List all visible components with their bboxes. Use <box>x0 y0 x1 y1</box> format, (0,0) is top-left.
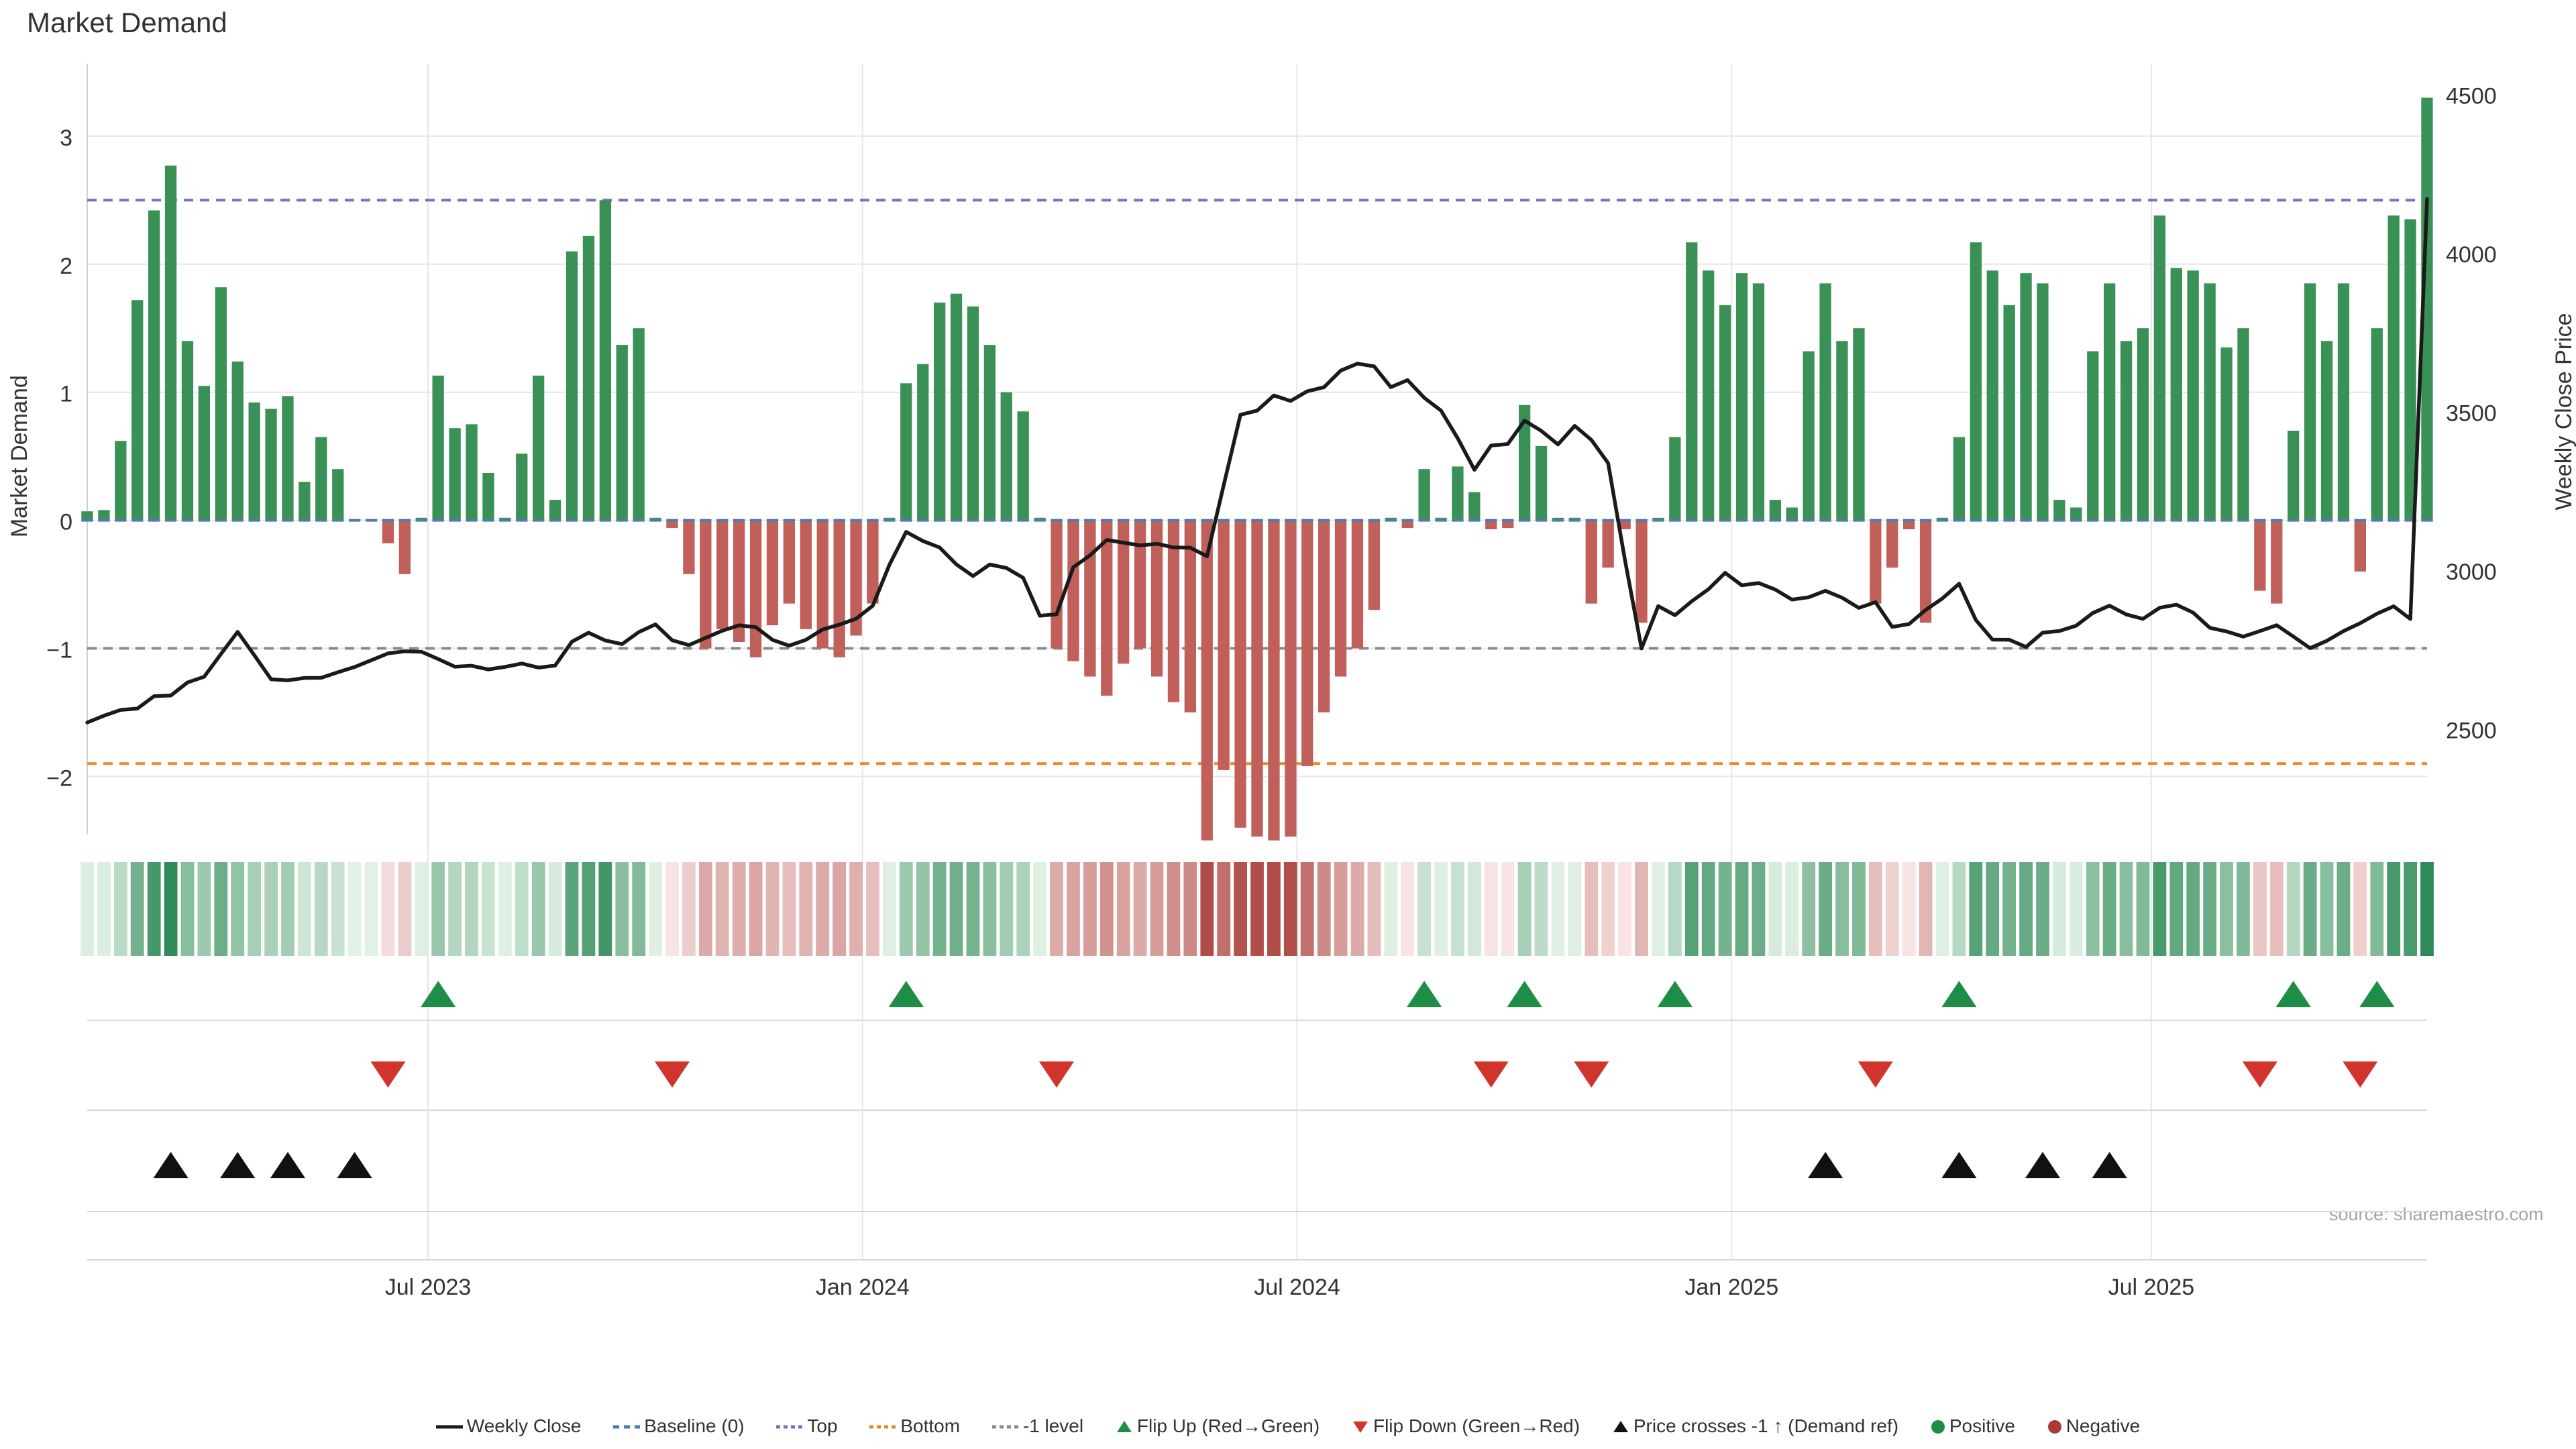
svg-text:4000: 4000 <box>2446 242 2497 268</box>
svg-text:Jan 2025: Jan 2025 <box>1684 1275 1778 1300</box>
svg-text:3500: 3500 <box>2446 401 2497 427</box>
svg-text:−1: −1 <box>46 638 72 663</box>
svg-text:3000: 3000 <box>2446 559 2497 585</box>
svg-text:Jul 2025: Jul 2025 <box>2108 1275 2195 1300</box>
svg-text:Jul 2024: Jul 2024 <box>1254 1275 1340 1300</box>
svg-text:2: 2 <box>60 254 72 279</box>
svg-text:Jul 2023: Jul 2023 <box>385 1275 472 1300</box>
svg-text:Jan 2024: Jan 2024 <box>816 1275 910 1300</box>
svg-text:4500: 4500 <box>2446 84 2497 109</box>
svg-text:2500: 2500 <box>2446 718 2497 744</box>
svg-text:Weekly Close Price: Weekly Close Price <box>2551 313 2576 510</box>
svg-text:0: 0 <box>60 510 72 535</box>
svg-text:−2: −2 <box>46 765 72 791</box>
svg-text:3: 3 <box>60 125 72 151</box>
svg-text:1: 1 <box>60 382 72 407</box>
svg-text:Market Demand: Market Demand <box>7 375 32 537</box>
